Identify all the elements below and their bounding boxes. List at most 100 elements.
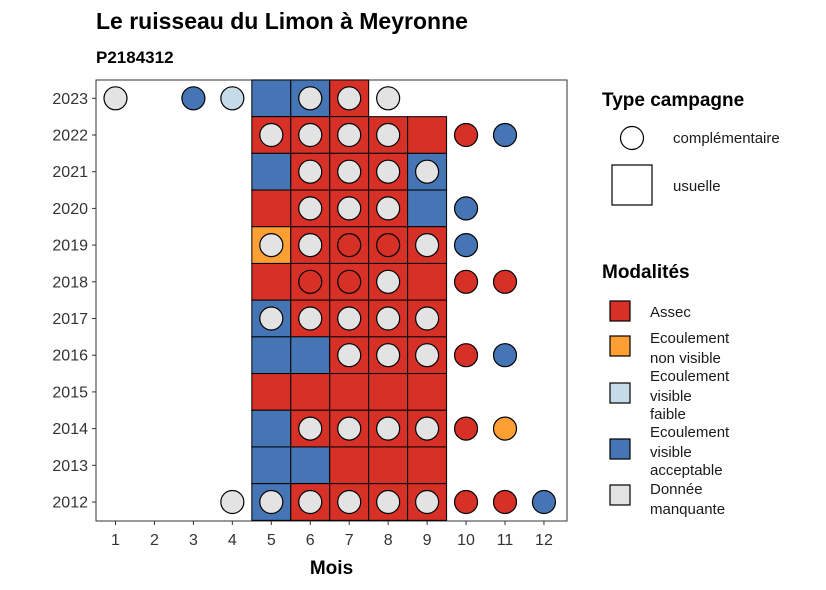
tile-2022-9 <box>407 116 448 154</box>
x-axis-title: Mois <box>310 558 353 579</box>
tile-2022-8 <box>368 116 409 154</box>
point-2021-9 <box>415 159 440 184</box>
x-tick-label: 12 <box>535 532 553 549</box>
tile-2015-7 <box>329 373 370 411</box>
point-2022-10 <box>453 122 479 148</box>
x-tick-label: 11 <box>497 532 514 549</box>
legend-circle-label: complémentaire <box>673 130 780 147</box>
point-2018-6 <box>298 269 323 294</box>
legend-key-2 <box>609 382 631 404</box>
complementaire-points <box>103 86 557 515</box>
tile-2015-6 <box>290 373 331 411</box>
tile-2015-5 <box>251 373 292 411</box>
x-tick-label: 2 <box>150 532 159 549</box>
legend-circle-symbol <box>619 125 645 151</box>
point-2022-7 <box>337 122 362 148</box>
point-2017-8 <box>376 306 401 331</box>
y-axis: 2012 2013 2014 2015 2016 2017 2018 2019 2020 2021… <box>52 91 96 512</box>
tile-2016-5 <box>251 336 292 375</box>
x-tick-label: 5 <box>267 532 276 549</box>
chart-subtitle: P2184312 <box>96 48 174 67</box>
point-2018-11 <box>492 269 518 294</box>
legend-label-4: Donnée <box>650 481 703 498</box>
tile-2021-9 <box>407 152 448 191</box>
point-2019-10 <box>453 233 479 258</box>
point-2018-7 <box>337 269 362 294</box>
point-2012-7 <box>337 489 362 515</box>
legend-key-1 <box>609 335 631 357</box>
point-2017-6 <box>298 306 323 331</box>
point-2017-7 <box>337 306 362 331</box>
point-2019-7 <box>337 233 362 258</box>
point-2020-10 <box>453 196 479 221</box>
y-tick-label: 2019 <box>52 238 88 255</box>
y-tick-label: 2012 <box>52 495 88 512</box>
point-2021-7 <box>337 159 362 184</box>
point-2012-6 <box>298 489 323 515</box>
tile-2013-5 <box>251 446 292 485</box>
legend-label-0: Assec <box>650 304 691 321</box>
usuelle-tiles <box>251 79 448 521</box>
y-tick-label: 2013 <box>52 458 88 475</box>
chart-title: Le ruisseau du Limon à Meyronne <box>96 8 468 34</box>
x-tick-label: 8 <box>384 532 393 549</box>
point-2014-11 <box>492 416 518 441</box>
x-axis: 1 2 3 4 5 6 7 8 9 10 11 12 <box>111 521 553 549</box>
legend-label-2: Ecoulement <box>650 368 730 385</box>
x-tick-label: 1 <box>111 532 120 549</box>
tile-2013-9 <box>407 446 448 485</box>
y-tick-label: 2022 <box>52 128 88 145</box>
tile-2021-5 <box>251 152 292 191</box>
tile-2020-9 <box>407 189 448 228</box>
legend-type-title: Type campagne <box>602 90 744 111</box>
y-tick-label: 2016 <box>52 348 88 365</box>
legend-label-3: acceptable <box>650 462 723 479</box>
point-2012-5 <box>259 489 284 515</box>
point-2012-12 <box>531 489 557 515</box>
x-tick-label: 3 <box>189 532 198 549</box>
y-tick-label: 2017 <box>52 311 88 328</box>
x-tick-label: 4 <box>228 532 237 549</box>
point-2016-7 <box>337 343 362 368</box>
point-2017-9 <box>415 306 440 331</box>
legend-square-symbol <box>611 164 653 206</box>
x-tick-label: 6 <box>306 532 315 549</box>
legend-label-2: visible <box>650 388 692 405</box>
point-2012-9 <box>415 489 440 515</box>
tile-2013-6 <box>290 446 331 485</box>
tile-2019-7 <box>329 226 370 264</box>
point-2012-10 <box>453 489 479 515</box>
y-tick-label: 2021 <box>52 164 88 181</box>
legend-label-3: Ecoulement <box>650 424 730 441</box>
point-2014-6 <box>298 416 323 441</box>
point-2022-8 <box>376 122 401 148</box>
legend-modalites-title: Modalités <box>602 262 690 283</box>
point-2020-7 <box>337 196 362 221</box>
point-2016-10 <box>453 343 479 368</box>
tile-2023-5 <box>251 79 292 118</box>
legend-label-4: manquante <box>650 501 725 518</box>
tile-2018-9 <box>407 262 448 301</box>
point-2019-8 <box>376 233 401 258</box>
tile-2016-9 <box>407 336 448 375</box>
point-2014-8 <box>376 416 401 441</box>
legend-square-label: usuelle <box>673 178 721 195</box>
point-2014-7 <box>337 416 362 441</box>
y-tick-label: 2014 <box>52 421 88 438</box>
tile-2014-5 <box>251 409 292 448</box>
point-2022-11 <box>492 122 518 148</box>
point-2018-8 <box>376 269 401 294</box>
tile-2013-8 <box>368 446 409 485</box>
legend-label-2: faible <box>650 406 686 423</box>
legend-key-0 <box>609 300 631 322</box>
point-2016-11 <box>492 343 518 368</box>
point-2021-6 <box>298 159 323 184</box>
tile-2013-7 <box>329 446 370 485</box>
point-2017-5 <box>259 306 284 331</box>
point-2016-8 <box>376 343 401 368</box>
tile-2015-8 <box>368 373 409 411</box>
point-2022-6 <box>298 122 323 148</box>
point-2012-11 <box>492 489 518 515</box>
legend-label-3: visible <box>650 444 692 461</box>
